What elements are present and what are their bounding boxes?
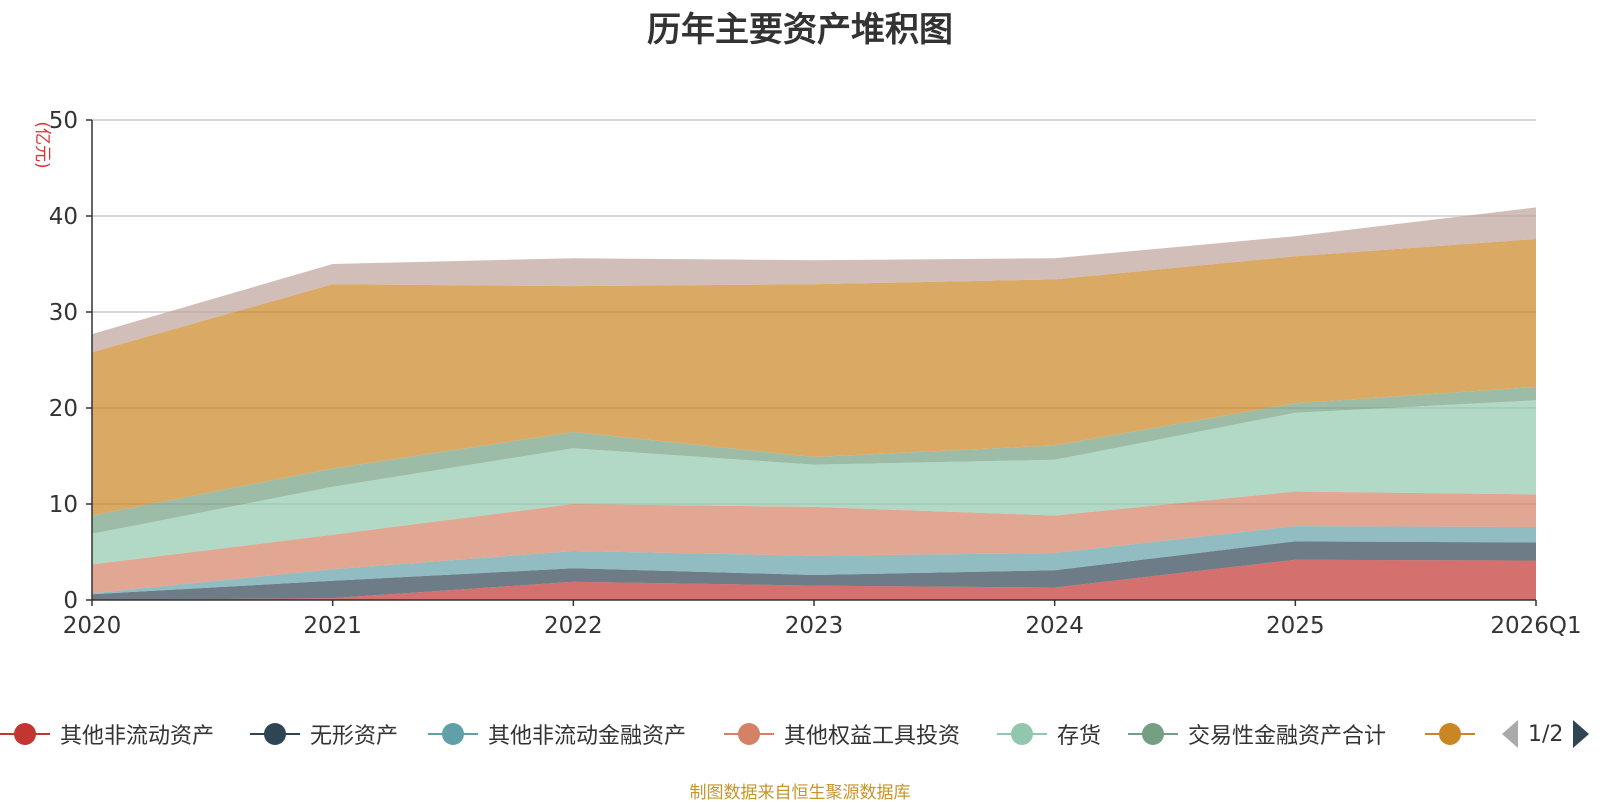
legend-marker-icon <box>1425 723 1475 745</box>
area-series-2 <box>92 541 1536 600</box>
legend-item-5[interactable]: 存货 <box>997 716 1101 752</box>
area-series-8 <box>92 207 1536 353</box>
legend-marker-icon <box>1128 723 1178 745</box>
x-tick-label-2026Q1: 2026Q1 <box>1490 613 1581 639</box>
legend-pager: 1/2 <box>1500 716 1591 752</box>
legend: 其他非流动资产 无形资产 其他非流动金融资产 其他权益工具投资 存货 交易性金融资产合计 <box>0 716 1600 752</box>
legend-label: 存货 <box>1057 724 1102 749</box>
stacked-area-chart: 0 10 20 30 40 50 2020 2021 2022 2023 2024 2025 2026… <box>32 108 1582 639</box>
y-tick-label-50: 50 <box>49 108 78 134</box>
legend-marker-icon <box>0 723 50 745</box>
legend-item-7[interactable] <box>1425 716 1475 752</box>
legend-label: 其他非流动资产 <box>60 724 215 749</box>
area-series-3 <box>92 526 1536 595</box>
y-axis-label: (亿元) <box>32 121 52 168</box>
y-tick-label-10: 10 <box>49 492 78 518</box>
source-note: 制图数据来自恒生聚源数据库 <box>689 783 911 803</box>
legend-item-4[interactable]: 其他权益工具投资 <box>724 716 960 752</box>
x-tick-label-2025: 2025 <box>1266 613 1325 639</box>
chart-title: 历年主要资产堆积图 <box>647 10 953 50</box>
legend-item-6[interactable]: 交易性金融资产合计 <box>1128 716 1386 752</box>
area-series-6 <box>92 386 1536 534</box>
y-tick-label-0: 0 <box>63 588 78 614</box>
area-series <box>92 207 1536 600</box>
legend-marker-icon <box>250 723 300 745</box>
legend-item-3[interactable]: 其他非流动金融资产 <box>428 716 686 752</box>
y-tick-label-20: 20 <box>49 396 78 422</box>
legend-next-icon[interactable] <box>1571 719 1591 749</box>
x-tick-label-2023: 2023 <box>785 613 844 639</box>
y-tick-label-40: 40 <box>49 204 78 230</box>
x-tick-label-2020: 2020 <box>63 613 122 639</box>
axes <box>86 119 1537 606</box>
legend-label: 无形资产 <box>310 724 399 749</box>
x-tick-labels: 2020 2021 2022 2023 2024 2025 2026Q1 <box>63 613 1582 639</box>
legend-marker-icon <box>428 723 478 745</box>
legend-label: 其他非流动金融资产 <box>488 724 687 749</box>
legend-marker-icon <box>997 723 1047 745</box>
x-tick-label-2021: 2021 <box>303 613 362 639</box>
area-series-7 <box>92 239 1536 516</box>
y-tick-labels: 0 10 20 30 40 50 <box>49 108 78 614</box>
legend-prev-icon[interactable] <box>1500 719 1520 749</box>
legend-label: 其他权益工具投资 <box>784 724 961 749</box>
area-series-1 <box>92 559 1536 600</box>
area-series-5 <box>92 400 1536 565</box>
legend-marker-icon <box>724 723 774 745</box>
y-tick-label-30: 30 <box>49 300 78 326</box>
legend-page-indicator: 1/2 <box>1528 721 1564 747</box>
x-tick-label-2024: 2024 <box>1025 613 1084 639</box>
area-series-4 <box>92 491 1536 594</box>
x-tick-label-2022: 2022 <box>544 613 603 639</box>
legend-item-1[interactable]: 其他非流动资产 <box>0 716 214 752</box>
legend-label: 交易性金融资产合计 <box>1188 724 1387 749</box>
legend-item-2[interactable]: 无形资产 <box>250 716 398 752</box>
